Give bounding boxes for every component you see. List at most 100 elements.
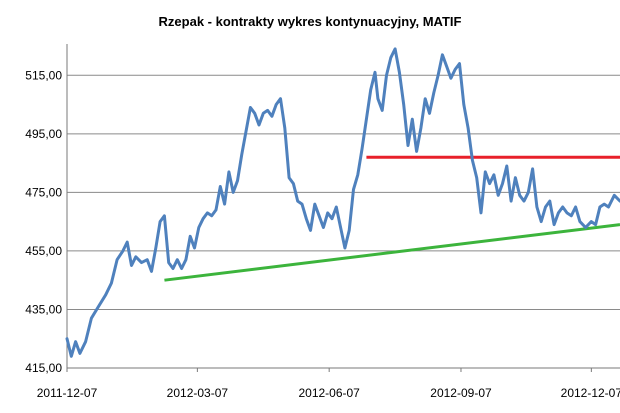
data-point-0-90 <box>467 127 469 129</box>
data-point-0-14 <box>140 261 143 264</box>
data-point-0-84 <box>441 53 444 56</box>
data-point-0-52 <box>305 217 308 220</box>
data-point-0-76 <box>407 144 409 147</box>
data-point-0-63 <box>352 188 355 191</box>
data-point-0-21 <box>172 267 174 270</box>
data-point-0-48 <box>288 176 290 179</box>
data-point-0-114 <box>570 214 573 217</box>
data-point-0-56 <box>322 226 325 229</box>
data-point-0-67 <box>369 89 372 91</box>
data-point-0-79 <box>420 127 422 129</box>
data-point-0-107 <box>540 220 543 223</box>
data-point-0-94 <box>484 171 487 173</box>
data-point-0-39 <box>249 106 252 109</box>
data-point-0-60 <box>339 226 342 229</box>
data-point-0-78 <box>415 150 418 153</box>
data-point-0-4 <box>84 340 87 343</box>
data-point-0-3 <box>79 352 81 355</box>
data-point-0-117 <box>584 226 587 229</box>
data-point-0-24 <box>185 258 187 261</box>
data-point-0-109 <box>549 200 551 202</box>
data-point-0-58 <box>331 217 333 220</box>
data-point-0-116 <box>579 220 581 223</box>
data-point-0-96 <box>493 174 495 176</box>
data-point-0-68 <box>374 71 376 74</box>
data-point-0-106 <box>536 206 538 208</box>
data-point-0-15 <box>146 258 149 261</box>
data-point-0-18 <box>159 220 161 223</box>
data-point-0-113 <box>566 212 568 214</box>
data-point-0-49 <box>292 182 295 185</box>
data-point-0-46 <box>279 97 282 100</box>
data-point-0-7 <box>104 294 107 296</box>
data-point-0-112 <box>561 206 564 208</box>
data-point-0-87 <box>454 68 457 71</box>
data-point-0-119 <box>594 223 597 226</box>
data-point-0-85 <box>445 65 448 68</box>
data-point-0-77 <box>411 118 414 120</box>
data-point-0-16 <box>150 270 153 273</box>
data-point-0-73 <box>394 48 396 50</box>
data-point-0-38 <box>245 130 247 132</box>
y-tick-label-4: 495,00 <box>25 127 62 141</box>
x-tick-label-0: 2011-12-07 <box>37 386 98 400</box>
data-point-0-95 <box>488 182 491 185</box>
data-point-0-66 <box>365 118 368 120</box>
data-point-0-28 <box>202 217 204 220</box>
data-point-0-92 <box>475 176 478 179</box>
series-line-0 <box>65 47 620 358</box>
data-point-0-72 <box>389 56 392 59</box>
data-point-0-35 <box>232 191 234 194</box>
data-point-0-75 <box>402 103 405 106</box>
data-point-0-1 <box>70 355 73 358</box>
data-point-0-61 <box>344 247 346 249</box>
data-point-0-120 <box>599 206 601 208</box>
y-tick-label-0: 415,00 <box>25 361 62 375</box>
data-point-0-27 <box>198 226 200 229</box>
data-point-0-122 <box>607 206 610 208</box>
data-point-0-32 <box>219 185 222 188</box>
data-point-0-10 <box>122 250 124 252</box>
data-point-0-97 <box>497 194 500 197</box>
data-point-0-41 <box>258 124 260 126</box>
data-point-0-9 <box>116 258 118 261</box>
data-point-0-47 <box>283 127 286 129</box>
data-point-0-83 <box>437 74 439 77</box>
data-point-0-34 <box>228 171 230 173</box>
data-point-0-6 <box>97 305 100 308</box>
data-point-0-42 <box>262 112 265 115</box>
data-point-0-13 <box>134 255 137 258</box>
data-point-0-82 <box>432 92 435 94</box>
data-point-0-53 <box>309 229 312 232</box>
data-point-0-5 <box>90 317 93 320</box>
trendline-line <box>164 223 620 282</box>
data-point-0-93 <box>480 212 482 214</box>
data-point-0-74 <box>398 71 401 74</box>
data-point-0-111 <box>557 212 560 214</box>
data-point-0-8 <box>110 282 113 284</box>
data-point-0-11 <box>126 241 128 243</box>
data-point-0-108 <box>544 206 547 208</box>
data-point-0-104 <box>527 191 530 194</box>
data-point-0-70 <box>381 109 383 112</box>
data-point-0-86 <box>450 77 452 79</box>
data-point-0-23 <box>180 267 183 270</box>
data-point-0-101 <box>514 176 517 179</box>
chart-title: Rzepak - kontrakty wykres kontynuacyjny,… <box>158 14 462 29</box>
data-point-0-30 <box>210 214 213 217</box>
data-point-0-103 <box>523 200 525 202</box>
y-tick-label-2: 455,00 <box>25 244 62 258</box>
data-point-0-43 <box>266 109 269 112</box>
data-point-0-45 <box>275 103 277 106</box>
y-tick-label-1: 435,00 <box>25 302 62 316</box>
data-point-0-57 <box>326 212 329 214</box>
data-point-0-44 <box>271 115 273 118</box>
data-point-0-55 <box>318 214 320 217</box>
data-point-0-62 <box>348 229 351 232</box>
x-tick-label-4: 2012-12-07 <box>561 386 620 400</box>
data-point-0-110 <box>553 223 555 226</box>
data-point-0-123 <box>613 194 616 197</box>
data-point-0-121 <box>603 203 606 205</box>
data-point-0-50 <box>296 200 299 202</box>
data-point-0-2 <box>74 340 77 343</box>
